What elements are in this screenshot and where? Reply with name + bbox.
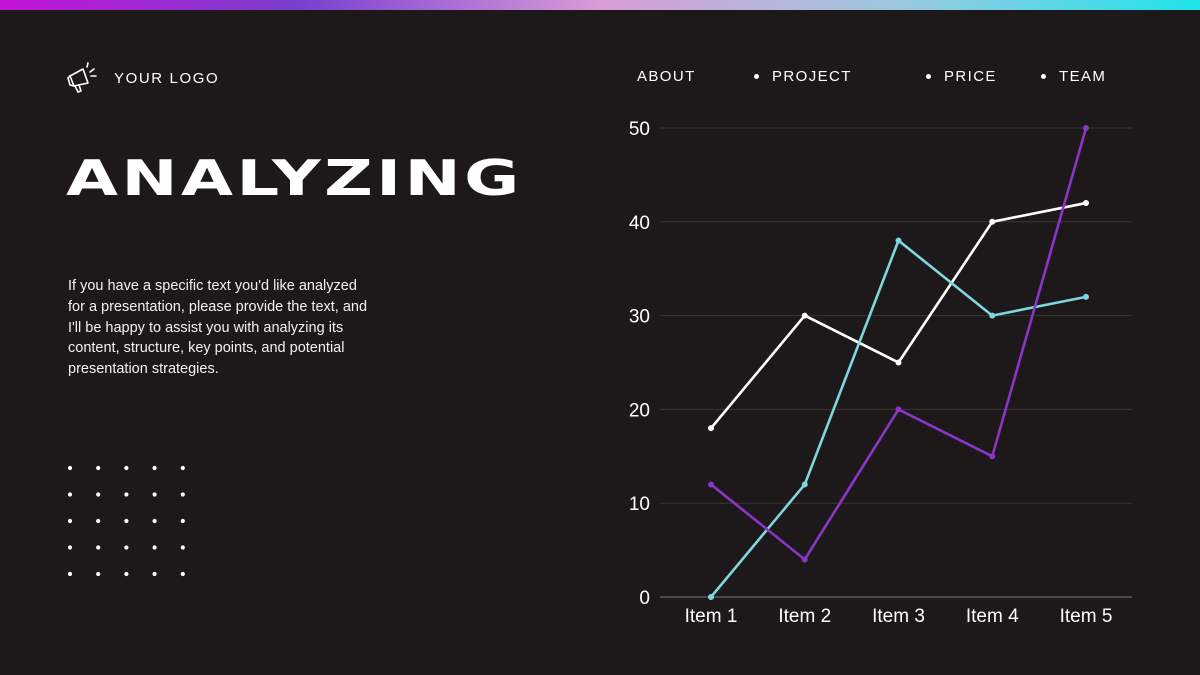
- decoration-dot: [124, 518, 129, 524]
- decoration-dot: [67, 492, 73, 497]
- page-title: ANALYZING: [66, 150, 523, 208]
- y-tick-label: 0: [639, 588, 650, 609]
- nav-item-label: PROJECT: [772, 68, 852, 85]
- x-tick-label: Item 2: [778, 606, 831, 627]
- megaphone-icon: [67, 62, 97, 93]
- decoration-dot: [67, 571, 73, 577]
- top-nav: ABOUT PROJECT PRICE TEAM: [0, 68, 1200, 88]
- decoration-dot: [152, 545, 157, 550]
- x-tick-label: Item 4: [966, 606, 1019, 627]
- nav-item-project[interactable]: PROJECT: [754, 68, 852, 85]
- decoration-dot: [67, 465, 73, 471]
- data-point: [708, 594, 714, 600]
- body-paragraph: If you have a specific text you'd like a…: [68, 278, 368, 378]
- data-point: [989, 218, 996, 225]
- decoration-dot: [67, 518, 73, 524]
- nav-item-label: PRICE: [944, 68, 997, 85]
- decoration-dot: [152, 465, 157, 471]
- decoration-dot: [180, 571, 185, 577]
- y-tick-label: 40: [629, 213, 650, 234]
- data-point: [895, 237, 902, 244]
- decoration-dot: [180, 465, 185, 471]
- data-point: [708, 481, 714, 488]
- nav-item-price[interactable]: PRICE: [926, 68, 997, 85]
- data-point: [989, 453, 996, 460]
- y-tick-label: 30: [629, 307, 650, 328]
- y-axis-ticks: 0 10 20 30 40 50: [629, 119, 650, 609]
- decoration-dot: [124, 571, 129, 577]
- y-tick-label: 50: [629, 119, 650, 140]
- decoration-dot: [124, 492, 129, 497]
- data-point: [1083, 125, 1089, 131]
- decoration-dot: [96, 518, 101, 524]
- x-tick-label: Item 5: [1060, 606, 1113, 627]
- decoration-dot: [124, 545, 129, 550]
- series-line-3: [710, 127, 1088, 561]
- nav-item-label: ABOUT: [637, 68, 696, 85]
- decoration-dot: [96, 492, 101, 497]
- y-tick-label: 20: [629, 400, 650, 421]
- data-point: [1083, 293, 1089, 300]
- chart-series: [708, 125, 1089, 600]
- series-line-2: [710, 239, 1087, 598]
- decoration-dot: [124, 465, 129, 471]
- logo[interactable]: YOUR LOGO: [66, 62, 219, 94]
- decoration-dot: [152, 492, 157, 497]
- data-point: [895, 359, 902, 366]
- dot-grid-decoration: [67, 465, 185, 577]
- decoration-dot: [96, 571, 101, 577]
- bullet-dot: [1041, 74, 1046, 79]
- x-tick-label: Item 3: [872, 606, 925, 627]
- decoration-dot: [67, 545, 73, 550]
- decoration-dot: [96, 545, 101, 550]
- data-point: [801, 556, 808, 563]
- bullet-dot: [926, 74, 931, 79]
- decoration-dot: [96, 465, 101, 471]
- data-point: [989, 312, 996, 319]
- data-point: [708, 425, 714, 432]
- gradient-top-bar: [0, 0, 1200, 10]
- data-point: [801, 312, 808, 319]
- data-point: [801, 481, 808, 488]
- bullet-dot: [754, 74, 759, 79]
- decoration-dot: [180, 492, 185, 497]
- nav-item-about[interactable]: ABOUT: [637, 68, 696, 85]
- data-point: [1083, 200, 1089, 207]
- decoration-dot: [180, 545, 185, 550]
- nav-item-team[interactable]: TEAM: [1041, 68, 1106, 85]
- x-axis-ticks: Item 1 Item 2 Item 3 Item 4 Item 5: [685, 606, 1113, 627]
- x-tick-label: Item 1: [685, 606, 738, 627]
- nav-item-label: TEAM: [1059, 68, 1107, 85]
- decoration-dot: [180, 518, 185, 524]
- y-tick-label: 10: [629, 494, 650, 515]
- data-point: [895, 406, 902, 413]
- decoration-dot: [152, 571, 157, 577]
- decoration-dot: [152, 518, 157, 524]
- logo-text: YOUR LOGO: [114, 69, 220, 87]
